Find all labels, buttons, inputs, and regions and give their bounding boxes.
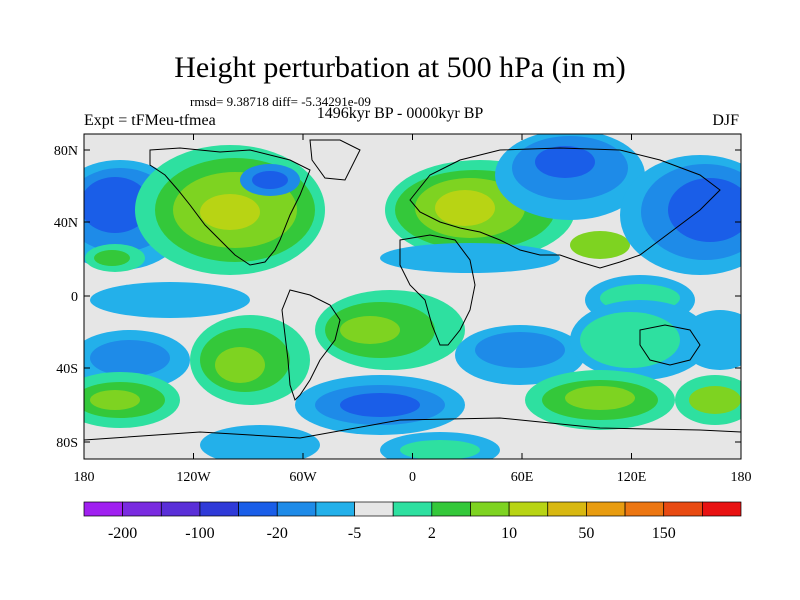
colorbar-swatch [392,501,433,517]
colorbar-label: -200 [108,525,137,542]
lon-tick-label: 120W [176,470,211,485]
experiment-label: Expt = tFMeu-tfmea [84,112,216,129]
lat-tick-label: 80S [56,436,78,451]
colorbar-swatch [199,501,239,517]
colorbar-swatch [354,501,394,517]
colorbar-swatch [702,501,742,517]
field-blue-asia-north [495,134,645,220]
latitude-axis: 80N 40N 0 40S 80S [54,144,741,451]
lat-tick-label: 0 [71,290,78,305]
colorbar-label: 50 [578,525,594,542]
longitude-axis: 180 120W 60W 0 60E 120E 180 [74,134,752,485]
coastline-eurasia [409,147,721,269]
coastline-antarctica [84,417,741,441]
rmsd-diff-stats: rmsd= 9.38718 diff= -5.34291e-09 [190,94,371,109]
colorbar-swatch [160,501,201,517]
lon-tick-label: 120E [617,470,647,485]
colorbar-swatch [624,501,665,517]
coastline-greenland [309,139,361,181]
colorbar-swatch [83,501,123,517]
field-south-mid-latitudes [84,290,741,405]
lon-tick-label: 60E [511,470,534,485]
colorbar-swatch [586,501,626,517]
colorbar-label: 10 [501,525,517,542]
colorbar-label: 2 [428,525,436,542]
season-label: DJF [712,112,739,129]
coastline-australia [639,324,701,366]
map-panel: 80N 40N 0 40S 80S 180 120W 60W 0 60E 120E 180 [54,133,752,485]
lat-tick-label: 40S [56,362,78,377]
height-perturbation-field [84,134,741,459]
lon-tick-label: 180 [74,470,95,485]
period-label: 1496kyr BP - 0000kyr BP [316,105,484,122]
colorbar-swatch [508,501,549,517]
field-blue-north-pacific-east [620,155,741,275]
colorbar-swatch [276,501,317,517]
coastline-south-america [281,289,341,401]
colorbar-swatch [315,501,355,517]
lat-tick-label: 40N [54,216,78,231]
colorbar-label: -100 [185,525,214,542]
colorbar-label: 150 [652,525,676,542]
colorbar-swatch [547,501,587,517]
lon-tick-label: 0 [409,470,416,485]
colorbar-swatch [431,501,471,517]
field-positive-north-america [135,145,325,275]
lat-tick-label: 80N [54,144,78,159]
coastline-north-america [149,147,311,266]
colorbar-label: -5 [348,525,361,542]
colorbar-label: -20 [267,525,288,542]
colorbar: -200 -100 -20 -5 2 10 50 150 [83,501,742,542]
coastlines [84,139,741,441]
lon-tick-label: 60W [289,470,317,485]
colorbar-swatch [663,501,703,517]
map-title: Height perturbation at 500 hPa (in m) [174,51,626,84]
colorbar-swatch [122,501,162,517]
colorbar-swatch [238,501,278,517]
lon-tick-label: 180 [731,470,752,485]
coastline-africa [399,234,476,346]
colorbar-swatch [470,501,510,517]
